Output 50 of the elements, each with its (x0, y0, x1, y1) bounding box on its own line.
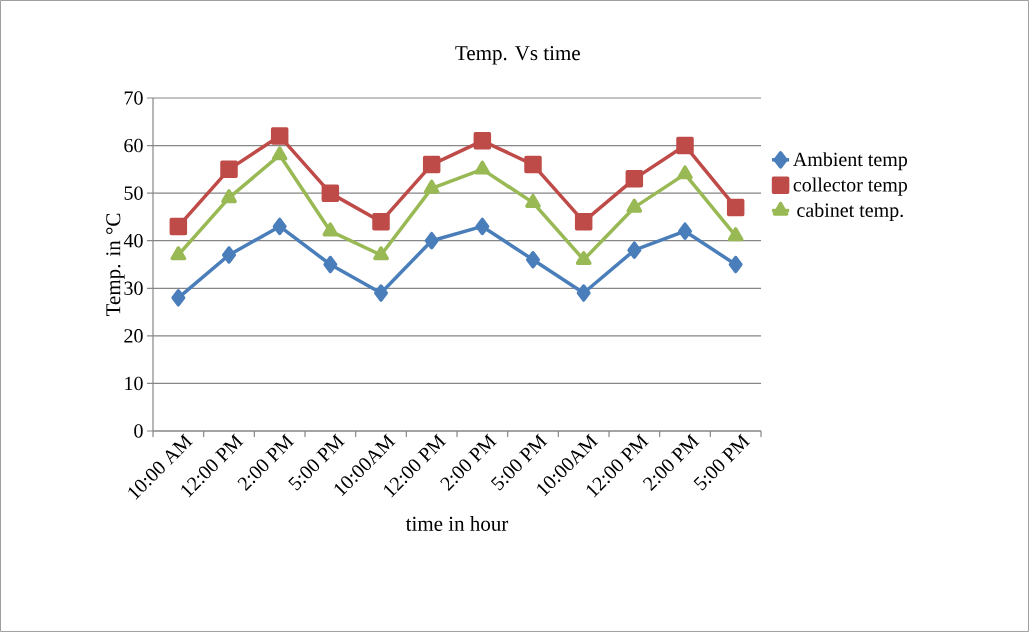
point (423, 179, 440, 194)
point (221, 189, 237, 204)
point (727, 227, 744, 242)
point (220, 160, 238, 179)
point (677, 165, 693, 180)
x-axis-title: time in hour (405, 516, 509, 531)
point (626, 198, 643, 213)
y-axis-title: Temp. in °C (106, 213, 125, 316)
y-tick-label: 40 (123, 233, 143, 248)
point (475, 217, 490, 236)
point (576, 284, 591, 302)
point (321, 184, 340, 202)
point (474, 160, 491, 175)
point (526, 250, 540, 269)
y-tick-label: 0 (134, 424, 143, 438)
chart-title: Temp. Vs time (455, 46, 580, 65)
point (726, 198, 745, 217)
point (323, 255, 338, 274)
point (373, 246, 389, 261)
point (422, 155, 441, 174)
legend-label: cabinet temp. (797, 202, 903, 222)
y-tick-label: 60 (124, 138, 143, 153)
point (271, 146, 288, 161)
point (222, 246, 237, 264)
y-tick-label: 30 (124, 281, 143, 296)
point (627, 241, 642, 259)
point (676, 136, 694, 155)
point (524, 155, 542, 174)
point (728, 255, 743, 274)
point (171, 289, 186, 307)
point (169, 217, 188, 236)
point (372, 212, 390, 231)
legend-label: Ambient temp (793, 152, 908, 171)
y-tick-label: 20 (124, 329, 143, 343)
point (574, 212, 593, 231)
point (322, 222, 339, 237)
legend-label: collector temp (793, 177, 908, 196)
point (625, 170, 644, 188)
point (525, 193, 541, 208)
point (272, 217, 287, 236)
point (575, 250, 592, 265)
point (473, 132, 492, 150)
y-tick-label: 70 (124, 91, 143, 105)
point (678, 222, 692, 240)
y-tick-label: 50 (124, 186, 143, 200)
point (374, 284, 389, 302)
y-tick-label: 10 (125, 376, 143, 391)
point (270, 127, 289, 145)
point (424, 231, 439, 250)
point (170, 246, 187, 261)
